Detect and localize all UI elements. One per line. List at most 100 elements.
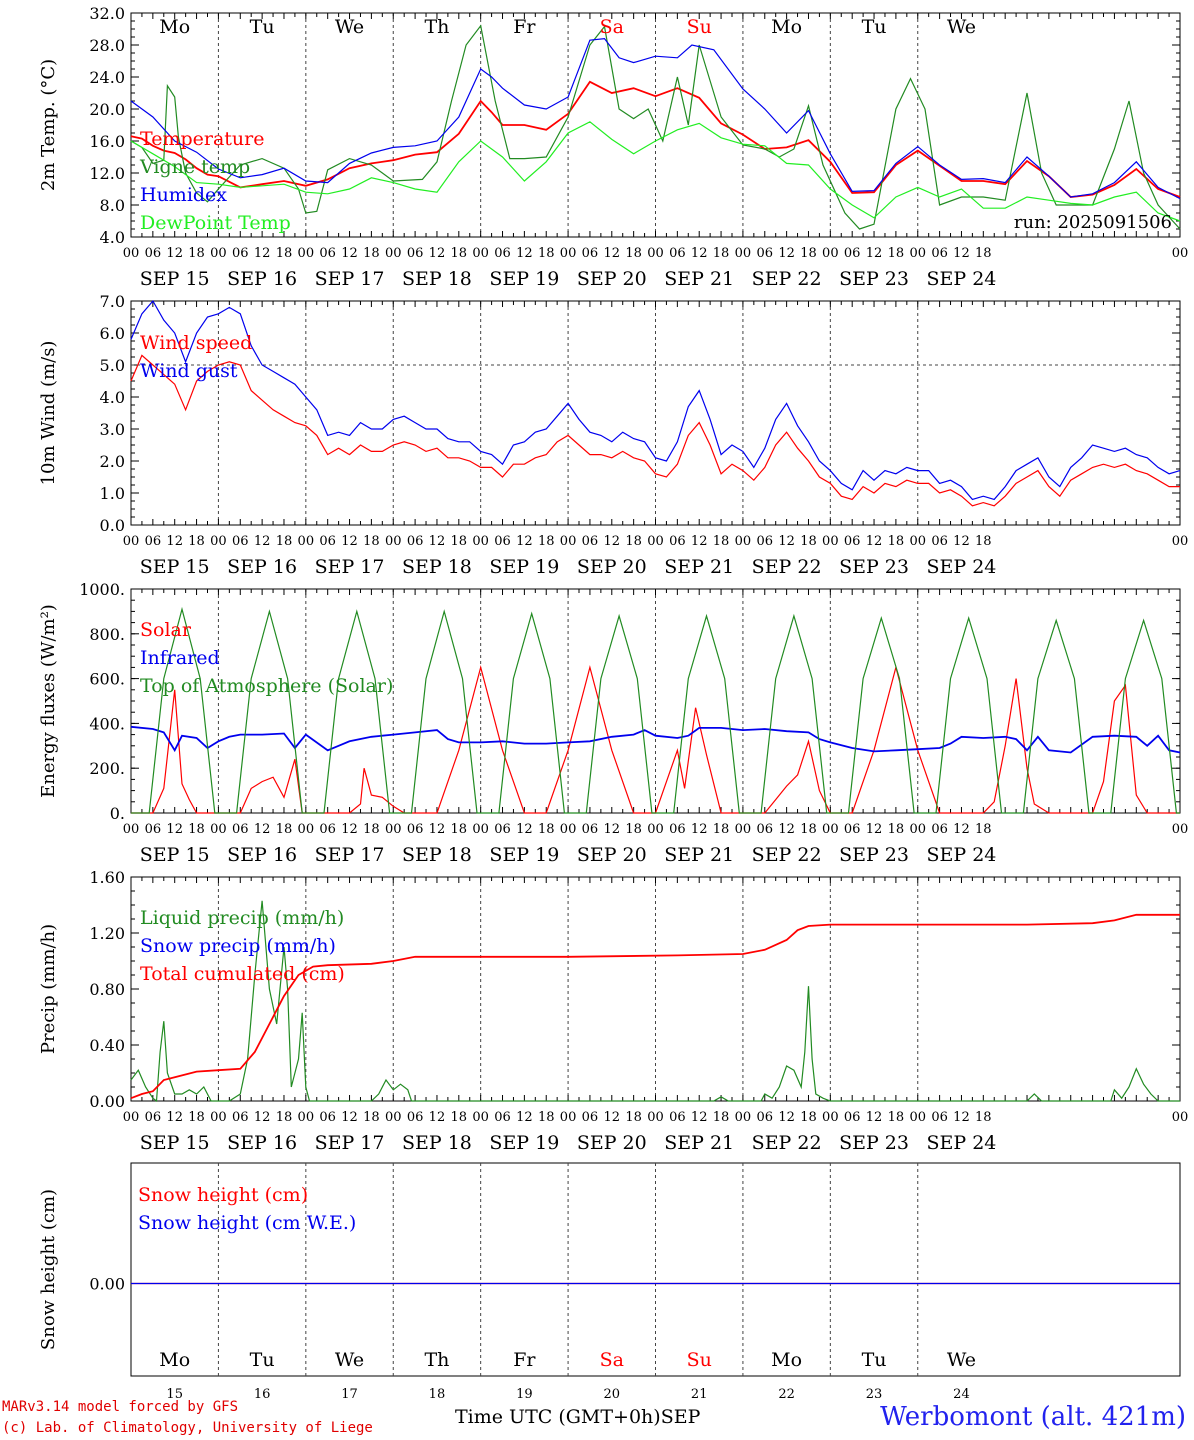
weekday-label: Mo <box>159 1349 190 1371</box>
hour-label: 06 <box>756 246 773 261</box>
hour-label: 00 <box>472 1110 489 1125</box>
hour-label: 00 <box>560 246 577 261</box>
hour-label: 18 <box>188 534 205 549</box>
hour-label: 12 <box>341 822 358 837</box>
hour-label: 00 <box>385 534 402 549</box>
hour-label: 00 <box>210 1110 227 1125</box>
weekday-label: Mo <box>771 16 802 38</box>
date-label: SEP 20 <box>577 844 647 866</box>
hour-label: 06 <box>407 822 424 837</box>
hour-label: 06 <box>756 534 773 549</box>
date-label: SEP 15 <box>140 556 210 578</box>
hour-label: 12 <box>866 534 883 549</box>
date-label: SEP 19 <box>489 268 559 290</box>
hour-label: 12 <box>604 246 621 261</box>
hour-label: 12 <box>866 1110 883 1125</box>
legend-entry: Wind speed <box>140 332 252 354</box>
hour-label: 06 <box>669 822 686 837</box>
weekday-label: We <box>335 1349 364 1371</box>
legend-entry: Top of Atmosphere (Solar) <box>140 675 393 697</box>
hour-label: 18 <box>625 1110 642 1125</box>
hour-label: 18 <box>888 822 905 837</box>
hour-label: 00 <box>822 822 839 837</box>
date-label: SEP 19 <box>489 1132 559 1154</box>
y-tick-label: 800. <box>89 625 125 644</box>
hour-label: 06 <box>756 822 773 837</box>
y-tick-label: 3.0 <box>100 420 125 439</box>
weekday-label: Th <box>424 1349 449 1371</box>
weekday-label: We <box>947 16 976 38</box>
hour-label: 06 <box>931 822 948 837</box>
lab-credit: (c) Lab. of Climatology, University of L… <box>2 1420 373 1436</box>
day-number-label: 21 <box>691 1387 708 1400</box>
hour-label: 00 <box>735 822 752 837</box>
hour-label: 06 <box>494 822 511 837</box>
day-number-label: 23 <box>866 1387 883 1400</box>
hour-label: 06 <box>844 822 861 837</box>
hour-label: 18 <box>713 534 730 549</box>
hour-label: 12 <box>516 246 533 261</box>
y-tick-label: 12.0 <box>89 164 125 183</box>
hour-label: 06 <box>145 246 162 261</box>
hour-label: 00 <box>472 822 489 837</box>
y-tick-label: 1000. <box>79 580 125 599</box>
hour-label: 18 <box>975 534 992 549</box>
hour-label: 06 <box>582 246 599 261</box>
date-label: SEP 15 <box>140 268 210 290</box>
hour-label: 12 <box>254 1110 271 1125</box>
hour-label: 18 <box>625 534 642 549</box>
date-label: SEP 20 <box>577 268 647 290</box>
hour-label: 00 <box>909 246 926 261</box>
hour-label: 18 <box>538 822 555 837</box>
meteogram: 4.0 8.0 12.0 16.0 20.0 24.0 28.0 32.0 2m Temp. (… <box>38 4 1189 1400</box>
hour-label: 06 <box>582 822 599 837</box>
hour-label: 12 <box>166 534 183 549</box>
hour-label: 00 <box>1172 246 1189 261</box>
day-number-label: 24 <box>953 1387 970 1400</box>
hour-label: 06 <box>844 534 861 549</box>
hour-label: 06 <box>494 246 511 261</box>
hour-label: 12 <box>429 246 446 261</box>
series-line-infrared <box>130 725 1181 754</box>
date-label: SEP 22 <box>752 268 822 290</box>
y-tick-label: 0.40 <box>89 1036 125 1055</box>
weekday-label: Tu <box>250 1349 275 1371</box>
hour-label: 06 <box>582 534 599 549</box>
series-line-wind-gust <box>130 299 1181 501</box>
date-label: SEP 22 <box>752 1132 822 1154</box>
hour-label: 18 <box>975 822 992 837</box>
y-tick-label: 2.0 <box>100 452 125 471</box>
date-label: SEP 16 <box>227 844 297 866</box>
hour-label: 00 <box>560 822 577 837</box>
y-tick-label: 32.0 <box>89 4 125 23</box>
legend-entry: Snow precip (mm/h) <box>140 935 336 957</box>
hour-label: 06 <box>319 246 336 261</box>
y-tick-label: 0. <box>110 804 125 823</box>
hour-label: 12 <box>341 1110 358 1125</box>
hour-label: 00 <box>822 534 839 549</box>
hour-label: 18 <box>363 246 380 261</box>
hour-label: 12 <box>953 822 970 837</box>
model-credit: MARv3.14 model forced by GFS <box>2 1399 239 1415</box>
hour-label: 06 <box>669 246 686 261</box>
hour-label: 06 <box>582 1110 599 1125</box>
series-line-wind-speed <box>130 354 1180 507</box>
hour-label: 06 <box>145 534 162 549</box>
hour-label: 00 <box>210 534 227 549</box>
hour-label: 12 <box>166 822 183 837</box>
y-tick-label: 4.0 <box>100 388 125 407</box>
hour-label: 12 <box>604 1110 621 1125</box>
panel-2-frame <box>130 300 1181 526</box>
hour-label: 18 <box>188 246 205 261</box>
date-label: SEP 21 <box>664 556 734 578</box>
hour-label: 00 <box>1172 1110 1189 1125</box>
hour-label: 06 <box>232 822 249 837</box>
hour-label: 12 <box>516 822 533 837</box>
y-axis-title: Snow height (cm) <box>38 1189 59 1350</box>
hour-label: 12 <box>953 1110 970 1125</box>
legend-entry: Snow height (cm W.E.) <box>138 1212 356 1234</box>
hour-label: 18 <box>800 1110 817 1125</box>
hour-label: 18 <box>451 534 468 549</box>
hour-label: 00 <box>647 534 664 549</box>
hour-label: 12 <box>341 534 358 549</box>
